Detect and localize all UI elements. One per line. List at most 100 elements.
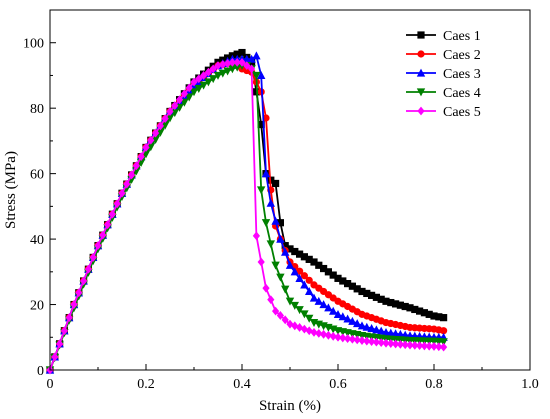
data-point [219, 60, 227, 69]
legend-item: Caes 1 [406, 29, 481, 44]
data-point [324, 303, 333, 312]
data-point [411, 305, 419, 314]
x-tick-label: 0.6 [329, 377, 347, 392]
data-point [243, 61, 251, 71]
data-point [190, 77, 198, 87]
data-point [320, 264, 328, 273]
data-point [305, 255, 313, 263]
data-point [396, 301, 404, 309]
series-4 [45, 62, 448, 375]
data-point [396, 339, 404, 349]
legend-item: Caes 3 [406, 67, 481, 82]
legend-marker [416, 68, 426, 77]
x-tick-label: 0.8 [425, 377, 443, 392]
data-point [314, 296, 323, 305]
data-point [233, 50, 241, 58]
legend-marker [417, 31, 425, 39]
data-point [261, 169, 271, 178]
data-point [276, 311, 284, 320]
data-point [233, 63, 242, 72]
data-point [392, 339, 400, 349]
data-point [372, 293, 380, 301]
data-point [272, 306, 280, 316]
data-point [56, 339, 64, 349]
data-point [84, 264, 92, 274]
data-point [281, 315, 289, 325]
data-point [305, 276, 313, 284]
data-point [440, 327, 448, 335]
data-point [180, 89, 188, 99]
legend-label: Caes 1 [443, 29, 481, 44]
data-point [156, 121, 164, 131]
data-point [440, 342, 448, 352]
data-point [75, 288, 83, 298]
data-point [305, 287, 314, 296]
data-point [128, 170, 136, 180]
y-axis-title: Stress (MPa) [3, 151, 19, 229]
data-point [329, 271, 337, 279]
data-point [137, 152, 145, 162]
data-point [401, 302, 409, 311]
data-point [152, 128, 160, 138]
legend-label: Caes 4 [443, 86, 481, 101]
data-point [392, 300, 400, 308]
data-point [151, 136, 160, 144]
data-point [382, 297, 390, 305]
y-tick-label: 100 [23, 37, 44, 52]
data-point [276, 219, 284, 227]
legend-marker [416, 88, 426, 97]
data-point [348, 334, 356, 344]
data-point [329, 331, 337, 341]
data-point [319, 300, 328, 309]
data-point [228, 65, 237, 74]
data-point [382, 338, 390, 348]
data-point [300, 280, 309, 289]
legend-marker [417, 106, 425, 116]
data-point [387, 339, 395, 348]
data-point [224, 59, 232, 68]
data-point [353, 335, 361, 345]
data-point [291, 321, 299, 331]
data-point [257, 186, 266, 195]
x-tick-label: 1.0 [521, 377, 539, 392]
data-point [377, 295, 385, 303]
y-tick-label: 20 [30, 299, 44, 314]
data-point [353, 285, 361, 293]
data-point [420, 341, 428, 351]
data-point [142, 143, 150, 152]
data-point [416, 341, 424, 351]
data-point [214, 61, 222, 71]
data-point [300, 324, 308, 334]
data-point [353, 319, 362, 328]
data-point [320, 329, 328, 339]
data-point [315, 261, 323, 269]
data-point [257, 71, 266, 80]
data-point [108, 209, 116, 219]
data-point [113, 199, 121, 209]
data-point [281, 285, 290, 294]
data-point [200, 71, 208, 80]
series-2 [46, 58, 448, 374]
data-point [238, 48, 246, 57]
data-point [271, 216, 280, 225]
data-point [324, 268, 332, 276]
data-point [252, 51, 261, 60]
data-point [209, 64, 217, 74]
data-point [329, 306, 338, 315]
data-point [309, 293, 319, 302]
data-point [281, 247, 290, 256]
data-point [439, 338, 448, 347]
data-point [89, 253, 97, 262]
data-point [161, 121, 170, 130]
x-axis-title: Strain (%) [259, 398, 321, 414]
data-point [333, 309, 343, 318]
data-point [334, 274, 342, 282]
data-point [357, 321, 367, 330]
data-point [118, 188, 126, 198]
data-point [401, 340, 409, 350]
data-point [368, 337, 376, 346]
y-tick-label: 60 [30, 168, 44, 183]
data-point [425, 341, 433, 351]
data-point [363, 289, 371, 298]
data-point [266, 240, 275, 249]
